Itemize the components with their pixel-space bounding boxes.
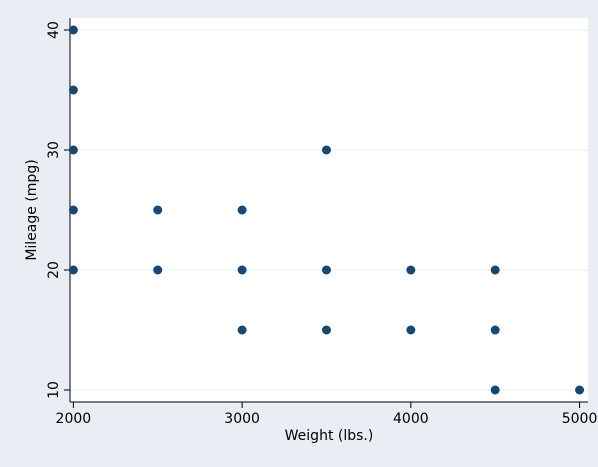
data-point-2 (68, 145, 78, 155)
data-point-10 (321, 145, 331, 155)
x-tick-label-3000: 3000 (224, 411, 260, 427)
data-point-5 (153, 205, 163, 215)
data-point-12 (321, 325, 331, 335)
x-tick-label-5000: 5000 (562, 411, 598, 427)
data-point-0 (68, 25, 78, 35)
y-tick-label-40: 40 (46, 21, 62, 39)
data-point-11 (321, 265, 331, 275)
axes: 10 20 30 40 2000 3000 4000 5000 (46, 18, 597, 427)
data-point-17 (490, 385, 500, 395)
x-tick-label-4000: 4000 (393, 411, 429, 427)
data-point-14 (406, 325, 416, 335)
y-tick-label-20: 20 (46, 261, 62, 279)
x-axis-label: Weight (lbs.) (285, 428, 374, 444)
plot-area (70, 18, 588, 402)
data-point-8 (237, 265, 247, 275)
data-points (68, 25, 585, 395)
data-point-1 (68, 85, 78, 95)
data-point-16 (490, 325, 500, 335)
data-point-7 (237, 205, 247, 215)
data-point-9 (237, 325, 247, 335)
x-tick-label-2000: 2000 (56, 411, 92, 427)
data-point-4 (68, 265, 78, 275)
y-tick-label-10: 10 (46, 381, 62, 399)
y-tick-label-30: 30 (46, 141, 62, 159)
y-axis-label: Mileage (mpg) (24, 159, 40, 260)
data-point-3 (68, 205, 78, 215)
data-point-18 (575, 385, 585, 395)
data-point-13 (406, 265, 416, 275)
data-point-15 (490, 265, 500, 275)
data-point-6 (153, 265, 163, 275)
